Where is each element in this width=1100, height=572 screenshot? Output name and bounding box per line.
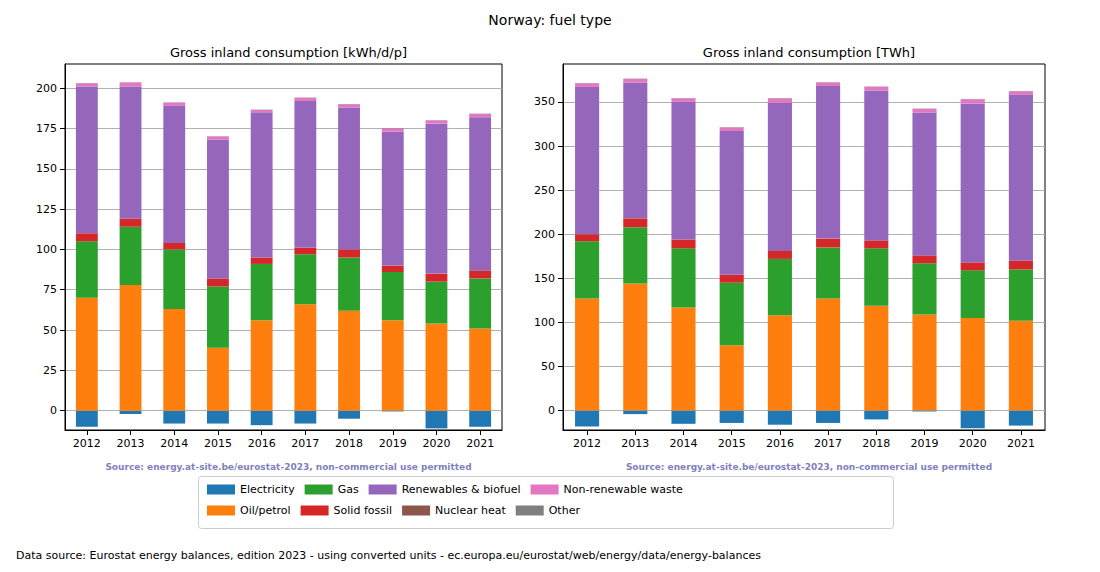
svg-text:175: 175 xyxy=(36,122,57,135)
svg-text:Norway: fuel type: Norway: fuel type xyxy=(488,12,611,28)
svg-text:300: 300 xyxy=(534,140,555,153)
svg-text:2020: 2020 xyxy=(422,437,450,450)
svg-text:2012: 2012 xyxy=(73,437,101,450)
svg-text:Gross inland consumption [TWh]: Gross inland consumption [TWh] xyxy=(703,45,915,60)
svg-text:125: 125 xyxy=(36,203,57,216)
svg-text:200: 200 xyxy=(36,82,57,95)
svg-text:25: 25 xyxy=(43,364,57,377)
svg-text:100: 100 xyxy=(534,316,555,329)
svg-text:2018: 2018 xyxy=(335,437,363,450)
svg-text:2014: 2014 xyxy=(670,437,698,450)
svg-text:Solid fossil: Solid fossil xyxy=(334,504,392,517)
svg-text:Non-renewable waste: Non-renewable waste xyxy=(564,483,684,496)
svg-text:2014: 2014 xyxy=(160,437,188,450)
svg-text:100: 100 xyxy=(36,243,57,256)
svg-text:Nuclear heat: Nuclear heat xyxy=(435,504,506,517)
svg-text:Source: energy.at-site.be/euro: Source: energy.at-site.be/eurostat-2023,… xyxy=(105,462,471,472)
svg-text:Electricity: Electricity xyxy=(240,483,295,496)
svg-text:Renewables & biofuel: Renewables & biofuel xyxy=(402,483,521,496)
svg-text:2013: 2013 xyxy=(621,437,649,450)
svg-text:Source: energy.at-site.be/euro: Source: energy.at-site.be/eurostat-2023,… xyxy=(626,462,992,472)
svg-text:250: 250 xyxy=(534,184,555,197)
svg-text:2012: 2012 xyxy=(573,437,601,450)
svg-text:75: 75 xyxy=(43,283,57,296)
svg-text:2016: 2016 xyxy=(766,437,794,450)
svg-text:2015: 2015 xyxy=(718,437,746,450)
svg-text:150: 150 xyxy=(534,272,555,285)
svg-text:Gross inland consumption [kWh/: Gross inland consumption [kWh/d/p] xyxy=(170,45,407,60)
svg-text:2016: 2016 xyxy=(248,437,276,450)
svg-text:2013: 2013 xyxy=(117,437,145,450)
svg-text:2018: 2018 xyxy=(862,437,890,450)
svg-text:50: 50 xyxy=(43,324,57,337)
svg-text:Gas: Gas xyxy=(338,483,359,496)
svg-text:2019: 2019 xyxy=(379,437,407,450)
svg-text:2015: 2015 xyxy=(204,437,232,450)
svg-text:2020: 2020 xyxy=(959,437,987,450)
svg-text:Oil/petrol: Oil/petrol xyxy=(240,504,291,517)
svg-text:200: 200 xyxy=(534,228,555,241)
svg-text:2021: 2021 xyxy=(466,437,494,450)
svg-text:Data source: Eurostat energy b: Data source: Eurostat energy balances, e… xyxy=(16,549,761,562)
svg-text:0: 0 xyxy=(50,404,57,417)
svg-text:150: 150 xyxy=(36,162,57,175)
svg-text:Other: Other xyxy=(549,504,581,517)
svg-text:50: 50 xyxy=(541,360,555,373)
svg-text:2021: 2021 xyxy=(1007,437,1035,450)
svg-text:0: 0 xyxy=(548,404,555,417)
svg-text:2017: 2017 xyxy=(291,437,319,450)
svg-text:2017: 2017 xyxy=(814,437,842,450)
svg-text:350: 350 xyxy=(534,95,555,108)
svg-text:2019: 2019 xyxy=(911,437,939,450)
